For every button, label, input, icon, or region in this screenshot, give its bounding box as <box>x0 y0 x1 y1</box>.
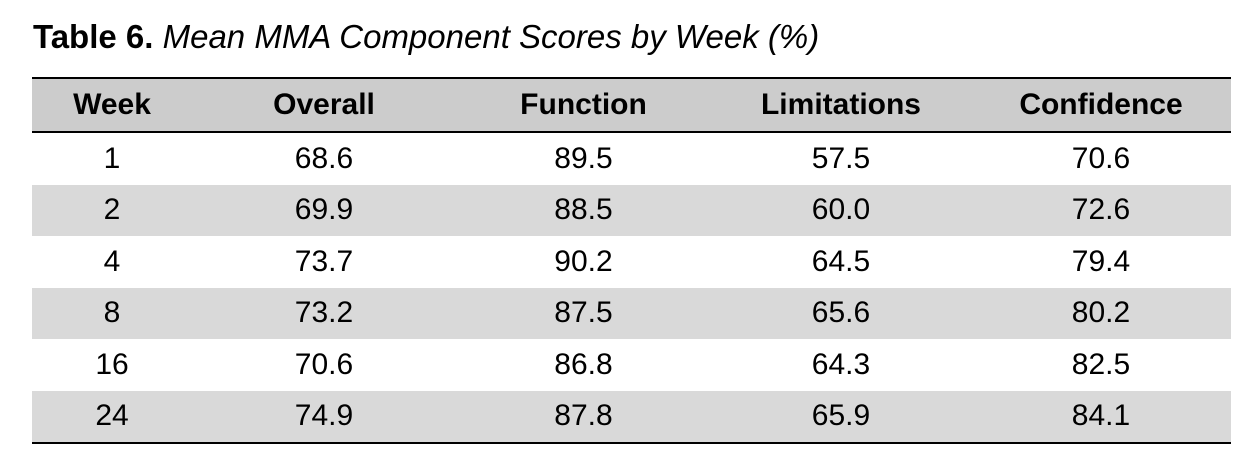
cell-limitations: 60.0 <box>811 193 871 227</box>
cell-week: 16 <box>95 347 129 381</box>
cell-overall: 70.6 <box>294 347 354 381</box>
cell-function: 88.5 <box>554 193 613 227</box>
table-row: 8 73.2 87.5 65.6 80.2 <box>32 287 1231 339</box>
table-row: 1 68.6 89.5 57.5 70.6 <box>32 132 1231 185</box>
cell-overall: 73.2 <box>294 296 354 330</box>
table-body: 1 68.6 89.5 57.5 70.6 2 69.9 88.5 60.0 7… <box>32 132 1231 444</box>
cell-confidence: 72.6 <box>1071 193 1131 227</box>
cell-function: 87.5 <box>554 296 613 330</box>
cell-confidence: 70.6 <box>1071 141 1131 175</box>
cell-overall: 73.7 <box>294 244 354 278</box>
cell-limitations: 64.3 <box>811 347 871 381</box>
cell-function: 87.8 <box>456 390 711 444</box>
cell-overall: 68.6 <box>294 141 354 175</box>
table-row: 4 73.7 90.2 64.5 79.4 <box>32 236 1231 288</box>
cell-week: 2 <box>103 193 121 227</box>
header-week: Week <box>32 77 192 133</box>
cell-function: 86.8 <box>554 347 613 381</box>
cell-overall: 69.9 <box>294 193 354 227</box>
cell-week: 24 <box>32 390 192 444</box>
table-row: 2 69.9 88.5 60.0 72.6 <box>32 184 1231 236</box>
cell-limitations: 57.5 <box>811 141 871 175</box>
cell-confidence: 79.4 <box>1071 244 1131 278</box>
table-caption-label: Table 6. <box>33 18 154 55</box>
header-overall: Overall <box>192 77 456 133</box>
cell-limitations: 65.9 <box>711 390 971 444</box>
header-row: Week Overall Function Limitations Confid… <box>32 77 1231 133</box>
cell-limitations: 64.5 <box>811 244 871 278</box>
header-limitations: Limitations <box>711 77 971 133</box>
table-caption: Table 6. Mean MMA Component Scores by We… <box>33 14 819 60</box>
cell-confidence: 82.5 <box>1071 347 1131 381</box>
cell-overall: 74.9 <box>192 390 456 444</box>
header-confidence: Confidence <box>971 77 1231 133</box>
cell-confidence: 84.1 <box>971 390 1231 444</box>
table-row: 16 70.6 86.8 64.3 82.5 <box>32 339 1231 391</box>
cell-week: 8 <box>103 296 121 330</box>
table-header: Week Overall Function Limitations Confid… <box>32 77 1231 133</box>
table-caption-title: Mean MMA Component Scores by Week (%) <box>162 18 820 55</box>
cell-limitations: 65.6 <box>811 296 871 330</box>
cell-confidence: 80.2 <box>1071 296 1131 330</box>
cell-function: 90.2 <box>554 244 613 278</box>
table-row: 24 74.9 87.8 65.9 84.1 <box>32 390 1231 444</box>
scores-table: Week Overall Function Limitations Confid… <box>32 77 1231 444</box>
cell-function: 89.5 <box>554 141 613 175</box>
header-function: Function <box>456 77 711 133</box>
cell-week: 4 <box>103 244 121 278</box>
cell-week: 1 <box>103 141 121 175</box>
